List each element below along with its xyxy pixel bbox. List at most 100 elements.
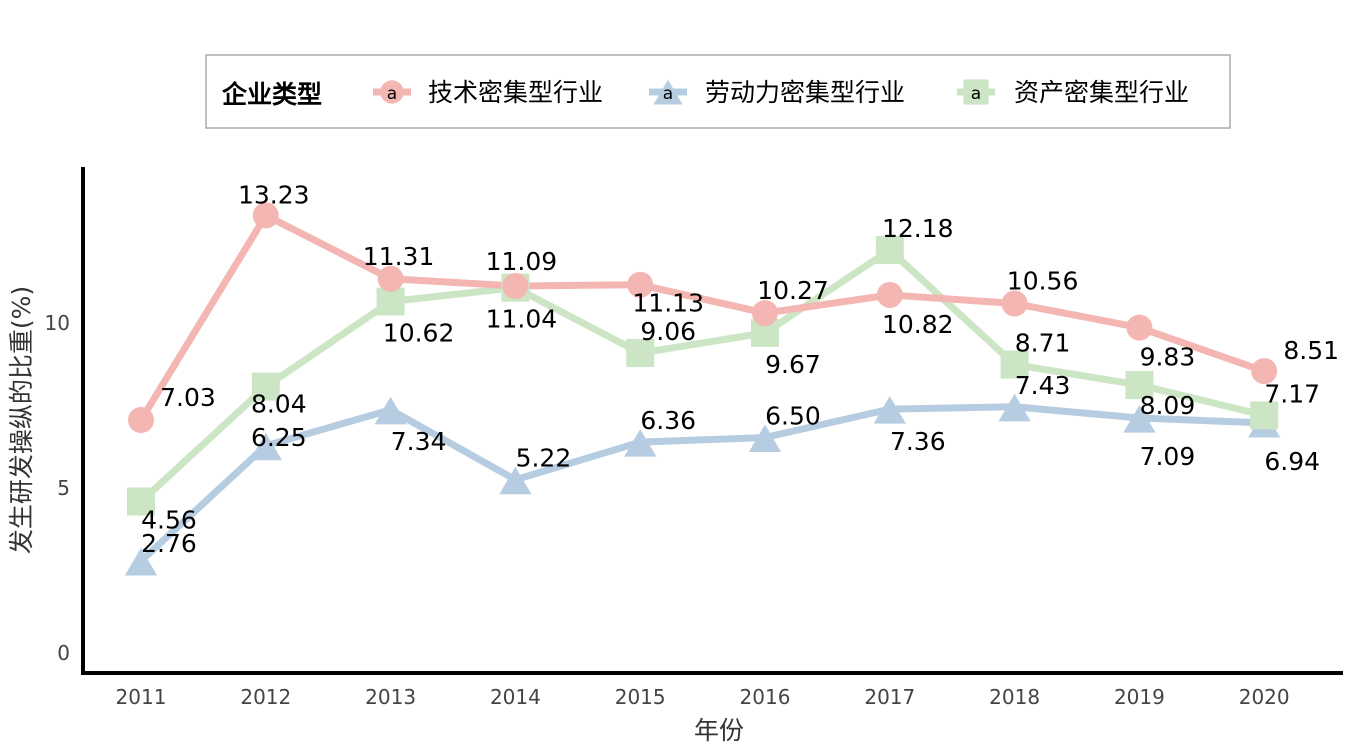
- x-tick-label: 2014: [490, 685, 541, 709]
- data-label: 10.62: [383, 319, 455, 348]
- data-point-square: [127, 487, 155, 516]
- data-point-triangle: [748, 424, 782, 453]
- data-point-circle: [1126, 314, 1153, 341]
- x-tick-label: 2016: [740, 685, 791, 709]
- y-tick-label: 0: [57, 641, 70, 665]
- data-label: 8.04: [251, 390, 307, 419]
- data-label: 8.71: [1015, 329, 1071, 358]
- data-label: 6.94: [1264, 447, 1320, 476]
- data-label: 9.06: [640, 317, 696, 346]
- legend-items: a 技术密集型行业 a 劳动力密集型行业 a 资产密集型行业: [373, 78, 1189, 107]
- data-point-circle: [252, 202, 279, 229]
- legend-key-glyph: a: [663, 84, 673, 104]
- series-circle: [138, 211, 1266, 422]
- data-label: 2.76: [141, 529, 197, 558]
- series-line: [138, 246, 1266, 505]
- data-point-square: [1125, 371, 1154, 400]
- data-label: 4.56: [141, 506, 197, 535]
- x-tick-labels: 2011 2012 2013 2014 2015 2016 2017 2018 2019 2020: [116, 685, 1290, 709]
- series-square: [138, 246, 1266, 505]
- data-label: 6.50: [765, 402, 821, 431]
- legend: 企业类型 a 技术密集型行业 a 劳动力密集型行业 a 资产密集型行业: [205, 54, 1231, 129]
- y-axis-title: 发生研发操纵的比重(%): [7, 286, 36, 554]
- data-point-circle: [128, 407, 154, 434]
- x-tick-label: 2019: [1114, 685, 1165, 709]
- data-label: 7.36: [890, 427, 946, 456]
- data-point-square: [875, 236, 904, 265]
- data-point-circle: [627, 271, 654, 298]
- legend-label: 资产密集型行业: [1014, 78, 1189, 107]
- data-label: 6.25: [251, 423, 307, 452]
- data-labels-layer: 7.03 13.23 11.31 11.09 11.13 10.27 10.82 10.56 9…: [141, 180, 1339, 558]
- data-point-triangle: [1123, 405, 1156, 433]
- legend-label: 劳动力密集型行业: [705, 78, 905, 107]
- data-label: 11.09: [486, 247, 558, 276]
- data-label: 13.23: [238, 180, 310, 209]
- data-label: 6.36: [640, 406, 696, 435]
- data-label: 5.22: [516, 444, 572, 473]
- legend-item: a 劳动力密集型行业: [649, 78, 905, 107]
- series-triangle: [138, 403, 1265, 564]
- legend-key-marker: [963, 79, 989, 105]
- data-label: 7.09: [1140, 442, 1196, 471]
- legend-key-marker: [380, 80, 404, 104]
- data-label: 10.56: [1007, 267, 1079, 296]
- data-label: 11.13: [632, 289, 704, 318]
- data-label: 10.27: [757, 276, 829, 305]
- data-point-triangle: [374, 396, 407, 425]
- legend-key-marker: [653, 79, 683, 105]
- data-point-square: [251, 372, 280, 401]
- x-tick-label: 2018: [989, 685, 1040, 709]
- data-label: 7.03: [160, 383, 216, 412]
- x-tick-label: 2020: [1239, 685, 1290, 709]
- y-tick-labels: 0 5 10: [45, 311, 70, 665]
- legend-title: 企业类型: [222, 80, 322, 109]
- data-point-square: [626, 339, 655, 368]
- series-markers-circle: [128, 202, 1278, 434]
- data-point-circle: [502, 273, 529, 300]
- data-point-square: [1000, 350, 1029, 379]
- data-label: 9.83: [1140, 343, 1196, 372]
- data-label: 12.18: [882, 214, 954, 243]
- x-tick-label: 2012: [240, 685, 291, 709]
- x-axis-title: 年份: [694, 716, 744, 745]
- data-point-square: [1250, 401, 1279, 430]
- legend-key-glyph: a: [387, 84, 397, 104]
- data-label: 7.17: [1264, 379, 1320, 408]
- data-label: 10.82: [882, 310, 954, 339]
- series-markers-square: [127, 236, 1279, 516]
- data-point-square: [376, 287, 405, 316]
- legend-item: a 技术密集型行业: [373, 78, 603, 107]
- data-point-triangle: [998, 393, 1031, 422]
- data-point-circle: [876, 281, 903, 308]
- x-tick-label: 2015: [615, 685, 666, 709]
- series-line: [138, 211, 1266, 422]
- series-line: [138, 403, 1265, 564]
- data-label: 8.09: [1140, 391, 1196, 420]
- x-tick-label: 2011: [116, 685, 167, 709]
- data-point-triangle: [873, 396, 906, 424]
- legend-item: a 资产密集型行业: [957, 78, 1189, 107]
- data-point-circle: [1251, 358, 1278, 385]
- data-label: 11.04: [486, 305, 558, 334]
- data-point-triangle: [624, 429, 657, 457]
- data-label: 9.67: [765, 350, 821, 379]
- data-point-circle: [752, 300, 778, 327]
- data-point-triangle: [499, 466, 532, 495]
- legend-key-glyph: a: [971, 84, 981, 104]
- data-label: 7.34: [391, 427, 447, 456]
- x-tick-label: 2017: [864, 685, 915, 709]
- data-label: 11.31: [363, 242, 435, 271]
- data-label: 8.51: [1283, 336, 1339, 365]
- series-markers-triangle: [124, 393, 1281, 576]
- data-point-circle: [1001, 290, 1028, 317]
- series-layer: [124, 202, 1281, 576]
- data-label: 7.43: [1015, 371, 1071, 400]
- data-point-triangle: [249, 432, 282, 461]
- data-point-triangle: [124, 547, 158, 576]
- y-tick-label: 10: [45, 311, 70, 335]
- data-point-circle: [377, 265, 404, 292]
- x-tick-label: 2013: [365, 685, 416, 709]
